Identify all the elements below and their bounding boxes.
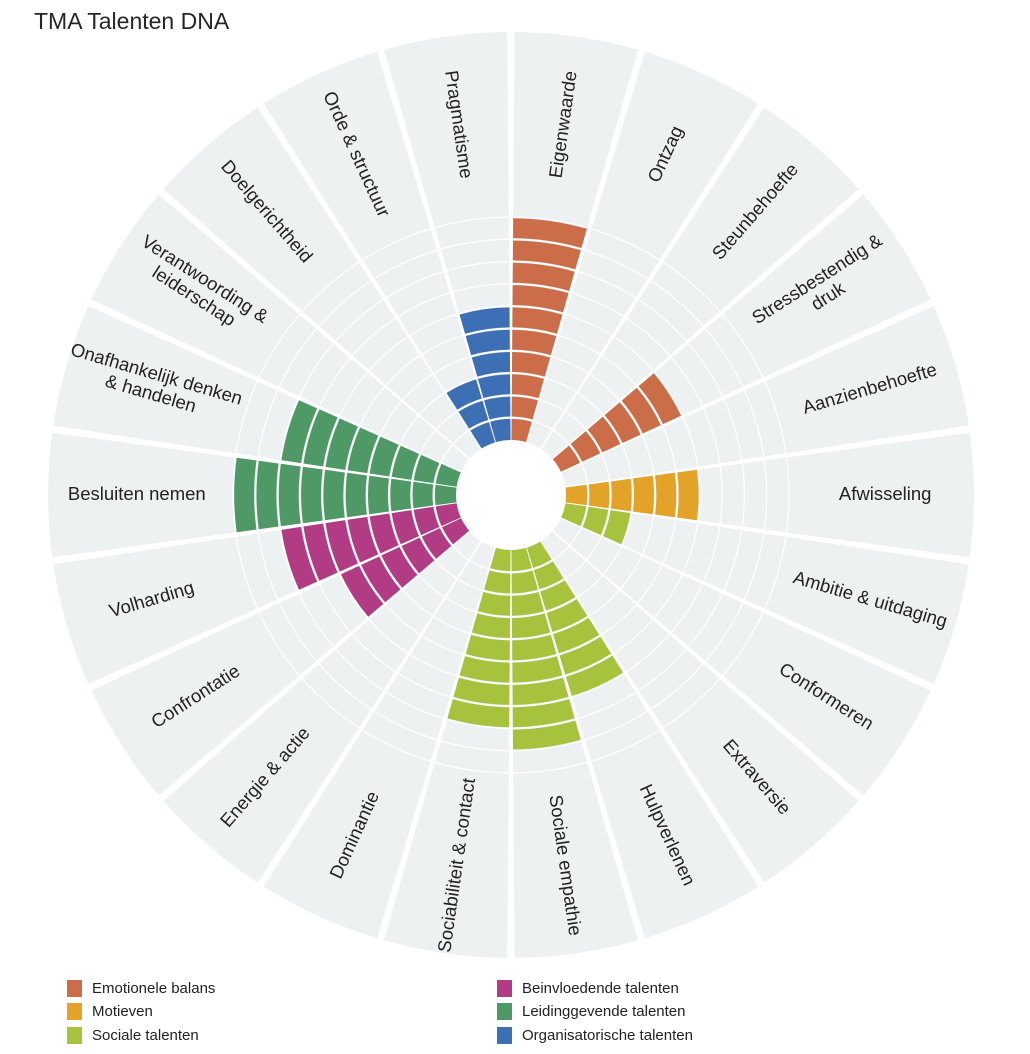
svg-text:Besluiten nemen: Besluiten nemen (68, 483, 206, 504)
svg-text:Afwisseling: Afwisseling (839, 483, 932, 504)
